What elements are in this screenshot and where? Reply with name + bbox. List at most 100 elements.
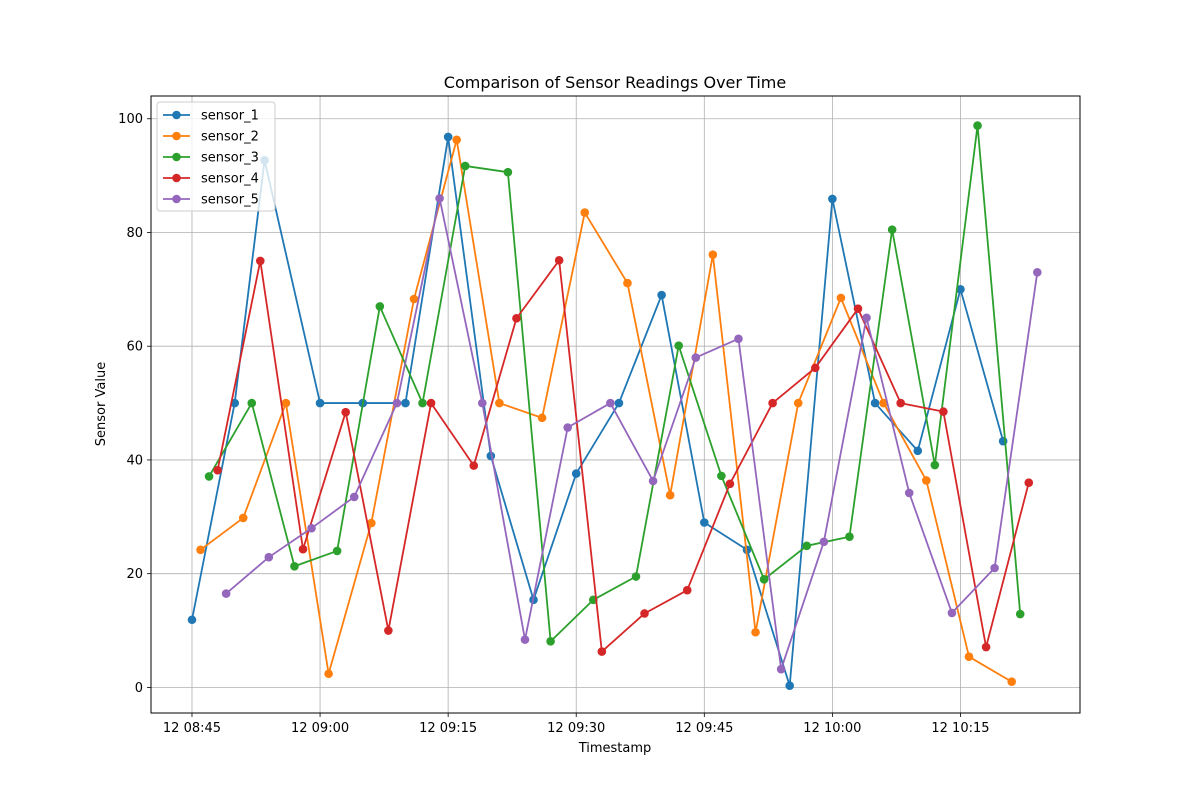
legend-label: sensor_4 — [201, 172, 259, 187]
data-point — [623, 278, 632, 288]
series-sensor-5 — [221, 194, 1042, 674]
legend-label: sensor_1 — [201, 109, 259, 124]
data-point — [887, 225, 897, 234]
data-point — [956, 285, 965, 294]
x-tick-label: 12 09:45 — [675, 721, 733, 736]
data-point — [315, 398, 325, 408]
y-axis-label: Sensor Value — [94, 362, 109, 446]
series-sensor-2 — [196, 135, 1016, 687]
data-point — [401, 398, 410, 408]
data-point — [187, 615, 197, 625]
data-point — [1015, 609, 1025, 619]
data-point — [298, 544, 308, 554]
data-point — [973, 121, 982, 130]
legend-marker — [172, 173, 181, 183]
data-point — [828, 194, 837, 204]
data-point — [418, 398, 427, 408]
data-point — [614, 398, 624, 408]
legend-marker — [172, 110, 181, 120]
y-tick-label: 0 — [135, 681, 143, 696]
data-point — [896, 398, 905, 408]
legend-item-sensor-2: sensor_2 — [163, 130, 259, 145]
data-point — [657, 290, 666, 300]
data-point — [384, 626, 393, 635]
data-point — [1024, 478, 1034, 487]
legend-item-sensor-5: sensor_5 — [163, 193, 259, 208]
y-tick-label: 100 — [118, 112, 143, 127]
data-point — [196, 545, 205, 555]
series-line — [199, 138, 1013, 683]
legend-label: sensor_2 — [201, 130, 259, 145]
data-point — [802, 541, 812, 551]
data-point — [546, 637, 555, 646]
y-axis-ticks: 0 20 40 60 80 100 — [118, 112, 151, 696]
legend-box — [156, 101, 276, 212]
data-point — [904, 488, 914, 498]
data-point — [691, 353, 701, 362]
data-point — [290, 561, 299, 571]
data-point — [324, 669, 333, 679]
plot-frame — [150, 95, 1081, 714]
data-point — [392, 398, 402, 408]
data-point — [922, 476, 931, 485]
legend: sensor_1 sensor_2 sensor_3 sensor_4 sensor_5 — [156, 101, 276, 212]
data-point — [930, 460, 940, 470]
data-point — [768, 398, 777, 408]
data-point — [964, 652, 974, 661]
data-point — [811, 363, 820, 373]
data-point — [571, 469, 581, 478]
series-line — [216, 259, 1030, 653]
data-point — [947, 608, 957, 618]
x-axis-label: Timestamp — [578, 741, 652, 756]
data-point — [640, 609, 649, 618]
data-point — [281, 398, 291, 408]
data-point — [367, 518, 376, 528]
data-point — [204, 472, 214, 481]
legend-label: sensor_3 — [201, 151, 259, 166]
data-point — [700, 518, 709, 527]
x-axis-ticks: 12 08:45 12 09:00 12 09:15 12 09:30 12 09:45… — [163, 713, 990, 736]
series-layer — [187, 121, 1042, 690]
data-point — [819, 537, 829, 547]
data-point — [734, 334, 743, 344]
data-point — [349, 492, 359, 502]
data-point — [776, 664, 786, 674]
data-point — [717, 471, 726, 481]
data-point — [682, 585, 692, 595]
data-point — [939, 407, 948, 416]
data-point — [759, 575, 769, 584]
data-point — [990, 563, 999, 573]
x-tick-label: 12 10:00 — [803, 721, 861, 736]
data-point — [845, 532, 854, 542]
data-point — [341, 407, 350, 417]
data-point — [665, 490, 675, 500]
data-point — [981, 642, 991, 652]
legend-item-sensor-1: sensor_1 — [163, 109, 259, 124]
legend-marker — [172, 194, 181, 204]
data-point — [870, 398, 880, 408]
data-point — [563, 423, 572, 432]
series-line — [208, 124, 1022, 643]
data-point — [853, 304, 863, 313]
data-point — [495, 398, 504, 408]
y-tick-label: 40 — [126, 453, 143, 468]
x-tick-label: 12 09:15 — [419, 721, 477, 736]
data-point — [648, 476, 658, 486]
data-point — [537, 413, 547, 423]
x-tick-label: 12 09:30 — [547, 721, 605, 736]
data-point — [409, 294, 419, 304]
x-tick-label: 12 09:00 — [291, 721, 349, 736]
data-point — [879, 398, 888, 408]
legend-item-sensor-3: sensor_3 — [163, 151, 259, 166]
data-point — [435, 194, 444, 203]
data-point — [793, 398, 803, 408]
y-tick-label: 80 — [126, 226, 143, 241]
chart-title: Comparison of Sensor Readings Over Time — [444, 73, 786, 92]
y-tick-label: 60 — [126, 340, 143, 355]
data-point — [512, 314, 521, 323]
x-tick-label: 12 08:45 — [163, 721, 221, 736]
data-point — [264, 552, 274, 562]
data-point — [631, 572, 641, 581]
data-point — [1007, 677, 1016, 687]
